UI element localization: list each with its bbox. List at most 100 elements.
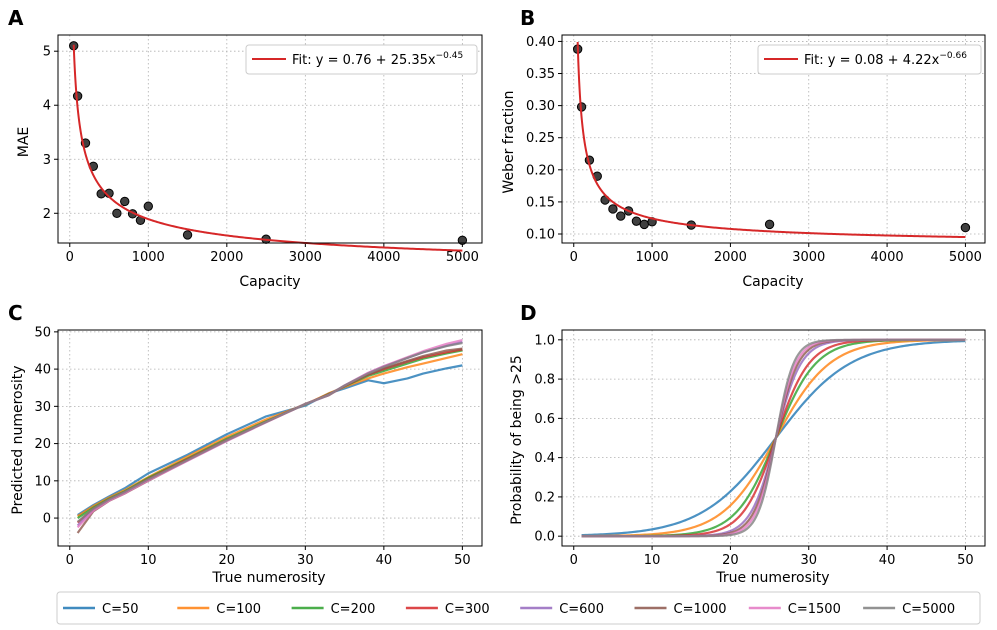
panel-a-fit-label: Fit: y = 0.76 + 25.35x−0.45 <box>292 51 463 68</box>
legend-label-c-1500: C=1500 <box>788 602 841 617</box>
panel-d-series-c-600 <box>581 338 966 538</box>
legend-label-c-50: C=50 <box>102 602 139 617</box>
panel-a-xtick-label: 1000 <box>132 250 165 265</box>
panel-d-ytick-label: 0.6 <box>534 412 555 427</box>
panel-b-xtick-label: 4000 <box>871 250 904 265</box>
panel-d-series-c-100 <box>581 338 966 538</box>
panel-c-ytick-label: 10 <box>34 474 51 489</box>
panel-a-data-point <box>457 235 468 245</box>
panel-label-a: A <box>8 6 24 30</box>
panel-b-xtick-label: 2000 <box>714 250 747 265</box>
panel-c-frame <box>57 329 483 547</box>
panel-a-ytick-label: 2 <box>43 207 51 222</box>
panel-a-xlabel: Capacity <box>239 274 300 290</box>
panel-d-series-c-50 <box>581 339 966 537</box>
panel-c-ytick-label: 0 <box>43 512 51 527</box>
panel-c-series-c-200 <box>77 349 463 519</box>
panel-c-ytick-label: 40 <box>34 363 51 378</box>
panel-a-fit-line <box>72 44 463 252</box>
panel-c-xtick-label: 20 <box>219 553 236 568</box>
legend-label-c-1000: C=1000 <box>674 602 727 617</box>
panel-b-data-point <box>639 219 649 230</box>
panel-b-data-point <box>960 222 971 233</box>
panel-c-ytick-label: 30 <box>34 400 51 415</box>
panel-a-ytick-label: 4 <box>43 99 51 114</box>
panel-label-b: B <box>520 6 535 30</box>
panel-b-xtick-label: 0 <box>570 250 578 265</box>
panel-a-ytick-label: 3 <box>43 153 51 168</box>
panel-d-xtick-label: 40 <box>879 553 896 568</box>
panel-a-frame <box>57 34 483 244</box>
panel-a-data-point <box>120 196 130 207</box>
panel-d-ylabel: Probability of being >25 <box>509 355 525 525</box>
panel-b-ylabel: Weber fraction <box>501 90 517 193</box>
panel-d-series-c-300 <box>581 338 966 538</box>
panel-b-frame <box>561 34 986 244</box>
panel-c-series-c-50 <box>77 364 463 517</box>
panel-d-xtick-label: 0 <box>570 553 578 568</box>
panel-c-chart: 0 10 20 30 40 50 0 10 20 30 40 50 <box>34 325 483 568</box>
panel-d-ytick-label: 0.8 <box>534 373 555 388</box>
panel-a-xtick-label: 3000 <box>289 250 322 265</box>
panel-c-xtick-label: 30 <box>297 553 314 568</box>
panel-d-ytick-label: 0.2 <box>534 490 555 505</box>
panel-a-data-point <box>182 230 193 240</box>
panel-d-xtick-label: 30 <box>800 553 817 568</box>
panel-b-data-point <box>631 216 642 226</box>
panel-d-xtick-label: 20 <box>722 553 739 568</box>
panel-label-c: C <box>8 301 23 325</box>
panel-c-series-c-1000 <box>76 347 463 534</box>
panel-d-series-c-1500 <box>581 338 966 538</box>
panel-a-xtick-label: 5000 <box>446 250 479 265</box>
panel-b-xtick-label: 5000 <box>949 250 982 265</box>
panel-a-legend: Fit: y = 0.76 + 25.35x−0.45 <box>245 44 478 75</box>
panel-b-xlabel: Capacity <box>742 274 803 290</box>
panel-b-data-point <box>608 204 618 214</box>
panel-c-ytick-label: 20 <box>34 437 51 452</box>
panel-a-xtick-label: 4000 <box>367 250 400 265</box>
panel-c-series-c-300 <box>76 348 463 524</box>
panel-c-xlabel: True numerosity <box>211 570 325 586</box>
panel-a-data-point <box>143 201 153 211</box>
panel-b-ytick-label: 0.20 <box>526 163 555 178</box>
panel-a-xtick-label: 0 <box>66 250 74 265</box>
panel-b-ytick-label: 0.15 <box>526 195 555 210</box>
legend-label-c-100: C=100 <box>216 602 261 617</box>
panel-b-fit-line <box>576 41 966 239</box>
panel-d-xtick-label: 10 <box>644 553 661 568</box>
panel-c-xtick-label: 40 <box>376 553 393 568</box>
panel-a-xtick-label: 2000 <box>210 250 243 265</box>
panel-b-chart: 0 1000 2000 3000 4000 5000 0.10 0.15 0.20 0.25 0.3… <box>526 34 986 265</box>
panel-d-series-c-5000 <box>581 338 966 538</box>
panel-a-data-point <box>112 208 122 218</box>
panel-d-ytick-label: 1.0 <box>534 333 555 348</box>
panel-d-series-c-1000 <box>581 338 966 538</box>
panel-a-chart: 0 1000 2000 3000 4000 5000 2 3 4 5 <box>43 34 483 265</box>
panel-c-xtick-label: 0 <box>66 553 74 568</box>
panel-d-ytick-label: 0.0 <box>534 530 555 545</box>
panel-a-ytick-label: 5 <box>43 45 51 60</box>
panel-d-frame <box>561 329 986 547</box>
legend-label-c-600: C=600 <box>559 602 604 617</box>
panel-b-ytick-label: 0.40 <box>526 35 555 50</box>
legend-label-c-200: C=200 <box>331 602 376 617</box>
panel-c-ylabel: Predicted numerosity <box>10 365 26 514</box>
legend-label-c-5000: C=5000 <box>902 602 955 617</box>
panel-a-ylabel: MAE <box>16 127 32 158</box>
series-legend: C=50 C=100 C=200 C=300 C=600 C=1000 C=1500 C=50… <box>56 591 981 625</box>
panel-d-xlabel: True numerosity <box>715 570 829 586</box>
panel-b-legend: Fit: y = 0.08 + 4.22x−0.66 <box>757 44 982 75</box>
panel-b-fit-label: Fit: y = 0.08 + 4.22x−0.66 <box>804 51 967 68</box>
panel-label-d: D <box>520 301 537 325</box>
panel-c-xtick-label: 10 <box>140 553 157 568</box>
panel-b-data-point <box>764 219 775 230</box>
panel-d-chart: 0 10 20 30 40 50 0.0 0.2 0.4 0.6 0.8 1.0 <box>534 329 986 568</box>
panel-b-ytick-label: 0.30 <box>526 99 555 114</box>
panel-b-ytick-label: 0.35 <box>526 67 555 82</box>
panel-b-ytick-label: 0.10 <box>526 228 555 243</box>
panel-c-ytick-label: 50 <box>34 325 51 340</box>
panel-d-xtick-label: 50 <box>957 553 974 568</box>
panel-b-xtick-label: 1000 <box>636 250 669 265</box>
panel-b-ytick-label: 0.25 <box>526 131 555 146</box>
